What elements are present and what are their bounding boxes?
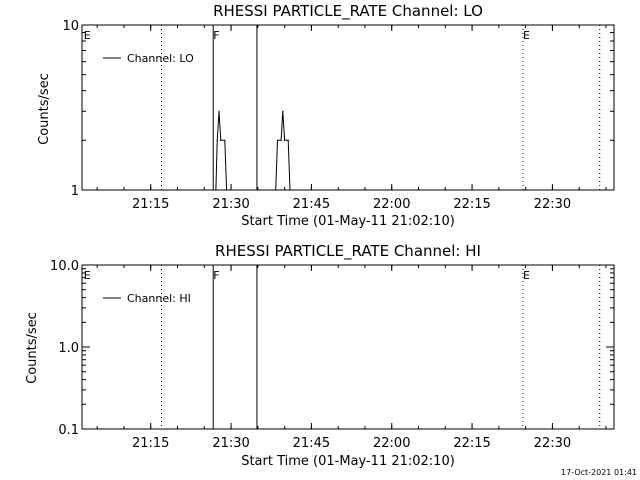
lo-data-point-0 xyxy=(215,189,217,191)
hi-legend-label: Channel: HI xyxy=(127,292,191,305)
lo-flag-label-4: E xyxy=(523,29,530,42)
hi-x-tick-label-0: 21:15 xyxy=(132,436,169,451)
lo-x-tick-label-5: 22:30 xyxy=(534,197,571,212)
hi-y-tick-label-2: 10.0 xyxy=(50,259,79,274)
lo-x-tick-label-2: 21:45 xyxy=(293,197,330,212)
hi-flag-label-0: E xyxy=(84,269,91,282)
lo-data-point-12 xyxy=(289,189,291,191)
hi-y-tick-label-0: 0.1 xyxy=(58,423,79,438)
hi-y-axis-label: Counts/sec xyxy=(25,312,40,384)
hi-x-tick-label-4: 22:15 xyxy=(453,436,490,451)
lo-flag-label-0: E xyxy=(84,29,91,42)
lo-y-tick-label-1: 10 xyxy=(62,19,79,34)
lo-flag-label-2: F xyxy=(213,29,219,42)
lo-series-line-0 xyxy=(215,111,291,191)
hi-chart-title: RHESSI PARTICLE_RATE Channel: HI xyxy=(215,242,481,261)
lo-x-tick-label-3: 22:00 xyxy=(373,197,410,212)
lo-data-point-6 xyxy=(275,189,277,191)
lo-x-tick-label-1: 21:30 xyxy=(212,197,249,212)
lo-data-point-10 xyxy=(284,139,286,141)
lo-data-point-8 xyxy=(280,139,282,141)
lo-x-axis-label: Start Time (01-May-11 21:02:10) xyxy=(241,214,455,229)
lo-data-point-2 xyxy=(218,110,220,112)
hi-x-tick-label-1: 21:30 xyxy=(212,436,249,451)
footer-timestamp: 17-Oct-2021 01:41 xyxy=(561,468,637,477)
hi-channel-panel: RHESSI PARTICLE_RATE Channel: HI Start T… xyxy=(25,242,615,469)
lo-data-point-7 xyxy=(276,139,279,141)
lo-data-point-5 xyxy=(226,189,228,191)
lo-data-point-3 xyxy=(220,139,222,141)
hi-x-tick-label-2: 21:45 xyxy=(293,436,330,451)
lo-data-point-1 xyxy=(216,139,218,141)
lo-data-point-11 xyxy=(287,139,289,141)
lo-y-tick-label-0: 1 xyxy=(71,184,79,199)
hi-flag-label-4: E xyxy=(523,269,530,282)
hi-x-tick-label-5: 22:30 xyxy=(534,436,571,451)
lo-data-point-9 xyxy=(282,110,284,112)
lo-x-tick-label-0: 21:15 xyxy=(132,197,169,212)
hi-flag-label-2: F xyxy=(213,269,219,282)
hi-x-axis-label: Start Time (01-May-11 21:02:10) xyxy=(241,454,455,469)
lo-plot-frame xyxy=(81,24,615,191)
hi-y-tick-label-1: 1.0 xyxy=(58,341,79,356)
lo-legend: Channel: LO xyxy=(103,52,194,65)
lo-chart-title: RHESSI PARTICLE_RATE Channel: LO xyxy=(213,2,483,21)
hi-x-tick-label-3: 22:00 xyxy=(373,436,410,451)
lo-y-axis-label: Counts/sec xyxy=(37,73,52,145)
lo-channel-panel: RHESSI PARTICLE_RATE Channel: LO Start T… xyxy=(37,2,615,229)
lo-data-point-4 xyxy=(224,139,226,141)
lo-legend-label: Channel: LO xyxy=(127,52,194,65)
hi-legend: Channel: HI xyxy=(103,292,191,305)
lo-x-tick-label-4: 22:15 xyxy=(453,197,490,212)
